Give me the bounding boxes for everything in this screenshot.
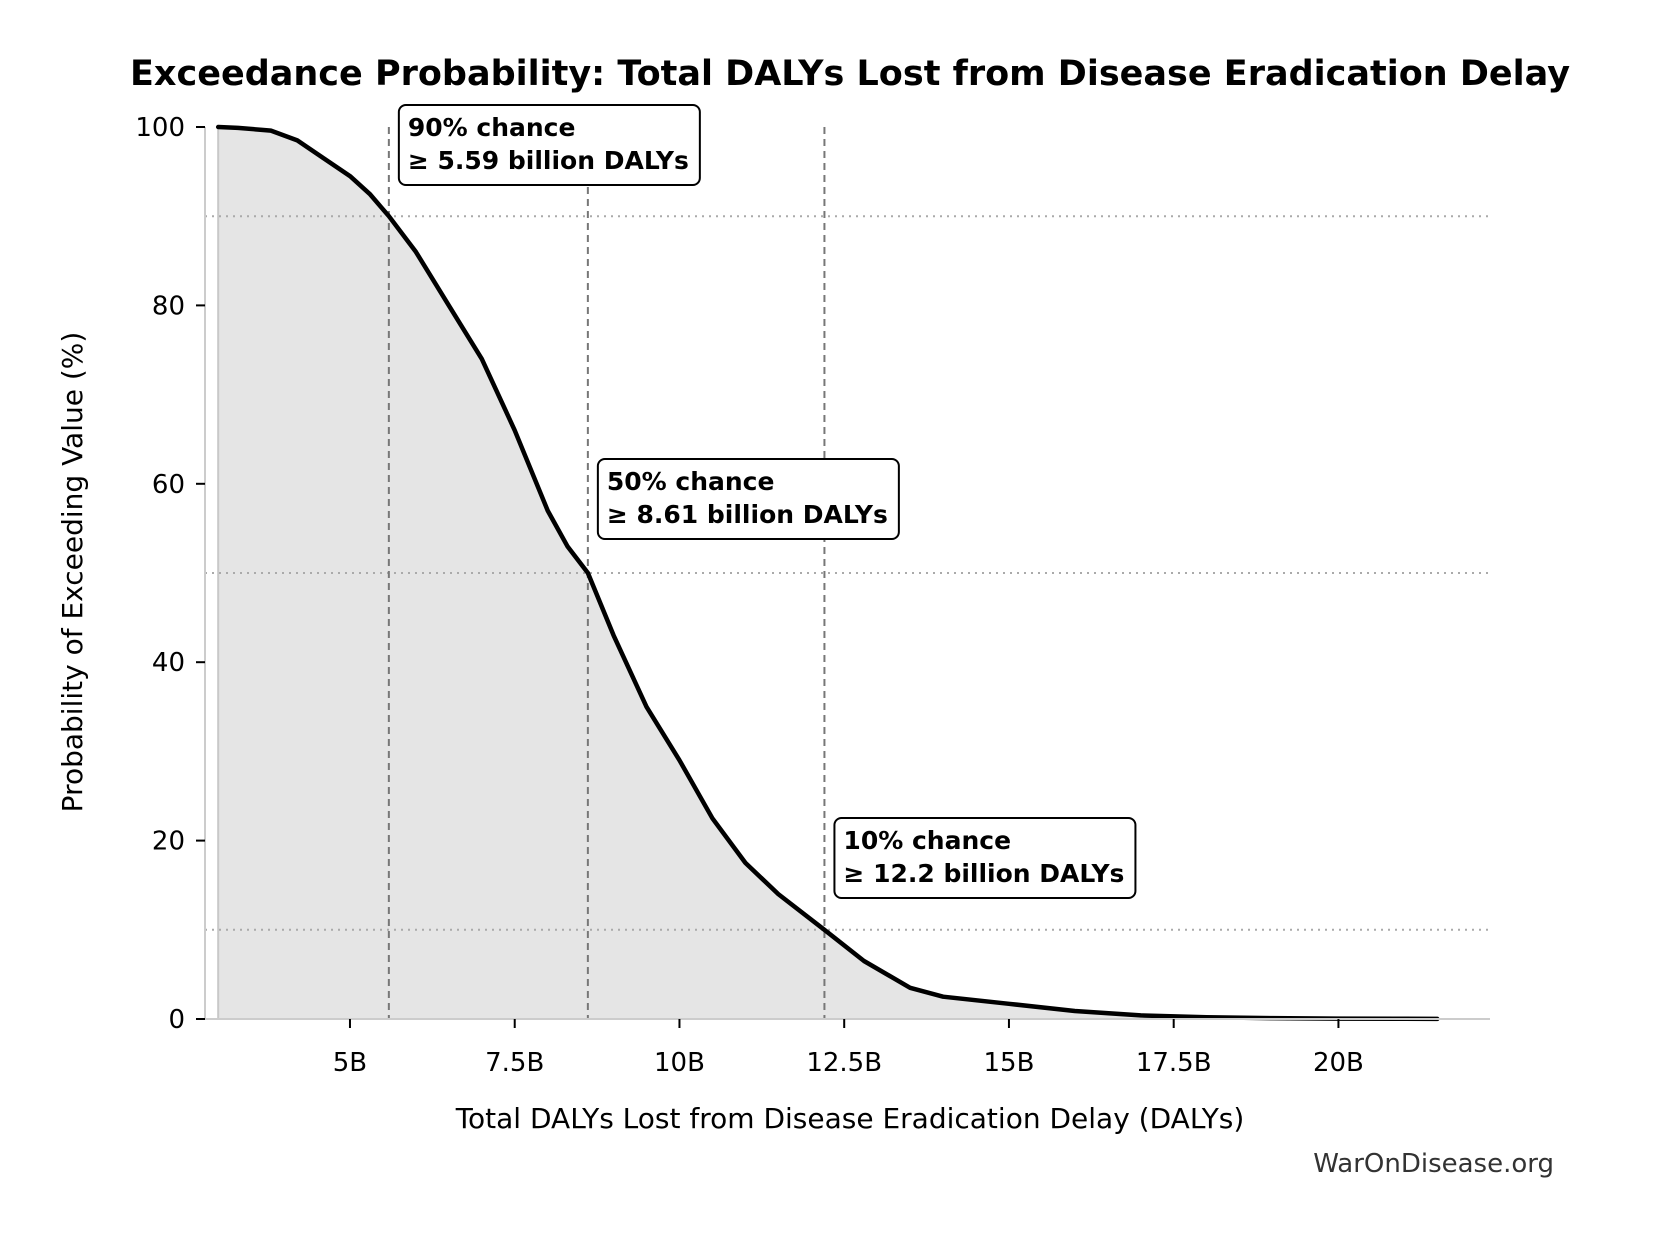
- watermark: WarOnDisease.org: [1313, 1149, 1554, 1179]
- y-tick-label: 0: [168, 1005, 185, 1035]
- x-axis-label: Total DALYs Lost from Disease Eradicatio…: [455, 1102, 1245, 1135]
- y-axis-label: Probability of Exceeding Value (%): [56, 332, 89, 813]
- x-tick-label: 7.5B: [485, 1048, 544, 1078]
- annotation-1: 50% chance ≥ 8.61 billion DALYs: [596, 458, 900, 540]
- y-tick-label: 80: [152, 291, 185, 321]
- annotation-box: [596, 458, 900, 540]
- annotation-line2: ≥ 12.2 billion DALYs: [843, 859, 1124, 888]
- annotation-box: [833, 817, 1137, 899]
- x-tick-label: 12.5B: [806, 1048, 882, 1078]
- annotation-line1: 10% chance: [843, 826, 1011, 855]
- x-tick-label: 15B: [983, 1048, 1034, 1078]
- annotation-box: [397, 104, 701, 186]
- y-tick-label: 60: [152, 470, 185, 500]
- x-tick-label: 17.5B: [1136, 1048, 1212, 1078]
- annotation-line1: 90% chance: [408, 113, 576, 142]
- annotation-line2: ≥ 5.59 billion DALYs: [408, 146, 689, 175]
- x-tick-label: 20B: [1313, 1048, 1364, 1078]
- exceedance-curve: [215, 124, 1440, 1022]
- annotation-line1: 50% chance: [607, 467, 775, 496]
- annotation-line2: ≥ 8.61 billion DALYs: [607, 500, 888, 529]
- x-tick-label: 10B: [654, 1048, 705, 1078]
- area-layer: [217, 127, 1438, 1019]
- exceedance-area: [218, 127, 1438, 1019]
- y-tick-label: 40: [152, 648, 185, 678]
- y-tick-label: 20: [152, 827, 185, 857]
- annotation-2: 10% chance ≥ 12.2 billion DALYs: [833, 817, 1137, 899]
- annotations: 90% chance ≥ 5.59 billion DALYs 50% chance…: [397, 104, 1137, 899]
- annotation-0: 90% chance ≥ 5.59 billion DALYs: [397, 104, 701, 186]
- axes: 0 20 40 60 80 100 5B 7.5B 10B 12.5B 15B 17.5B 20B: [135, 113, 1490, 1078]
- chart-title: Exceedance Probability: Total DALYs Lost…: [130, 54, 1570, 94]
- y-tick-label: 100: [135, 113, 185, 143]
- curve-layer: [215, 124, 1440, 1022]
- x-tick-label: 5B: [333, 1048, 367, 1078]
